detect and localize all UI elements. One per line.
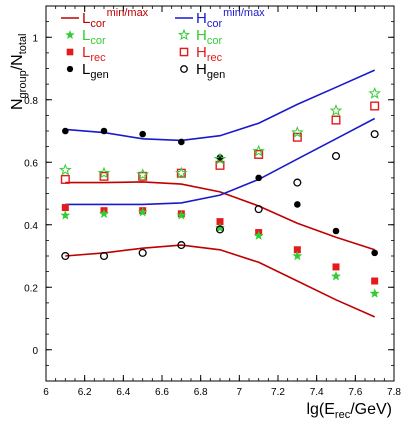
point-L_cor xyxy=(215,222,225,233)
legend-marker-L_cor xyxy=(65,30,75,39)
point-H_cor xyxy=(368,86,381,99)
x-tick-label: 6.8 xyxy=(194,387,208,398)
point-H_gen xyxy=(254,205,263,214)
point-L_rec xyxy=(216,218,224,226)
point-H_gen xyxy=(331,151,341,161)
point-H_cor xyxy=(136,168,149,181)
y-tick-label: 0.4 xyxy=(24,221,38,232)
point-H_rec xyxy=(99,171,109,181)
x-tick-label: 6 xyxy=(43,387,49,398)
point-L_rec xyxy=(293,246,301,254)
legend-label-L_cor_line: Lcormin/max xyxy=(82,7,149,30)
line-L_cor_min xyxy=(65,244,376,318)
series-markers xyxy=(59,86,381,298)
line-H_cor_max xyxy=(65,69,376,142)
y-tick-label: 0.2 xyxy=(24,283,38,294)
point-L_gen xyxy=(100,127,108,135)
point-L_cor xyxy=(137,207,148,217)
legend-marker-H_rec xyxy=(179,47,189,57)
legend-entry-L_gen: Lgen xyxy=(66,61,109,81)
legend: Lcormin/max Hcormin/max Lcor Hcor Lrec Hrec Lg… xyxy=(61,7,265,81)
legend-entry-L_cor_line: Lcormin/max xyxy=(61,7,149,30)
point-H_cor xyxy=(59,163,72,176)
x-axis-label: lg(Erec/GeV) xyxy=(306,401,392,421)
legend-marker-H_cor xyxy=(177,28,191,41)
point-L_rec xyxy=(61,204,69,212)
point-L_gen xyxy=(62,127,69,135)
point-H_gen xyxy=(177,241,186,250)
point-H_rec xyxy=(370,101,380,111)
x-tick-label: 7.4 xyxy=(310,387,324,398)
point-H_cor xyxy=(213,152,227,165)
point-H_rec xyxy=(138,171,148,181)
legend-entry-L_cor: Lcor xyxy=(65,27,106,47)
point-H_cor xyxy=(329,104,343,117)
point-L_rec xyxy=(332,263,340,271)
legend-entry-H_gen: Hgen xyxy=(180,61,225,81)
legend-marker-L_gen xyxy=(66,65,74,73)
point-L_gen xyxy=(294,201,301,208)
x-tick-label: 6.6 xyxy=(155,387,169,398)
y-tick-label: 0.8 xyxy=(24,96,38,107)
y-tick-label: 0 xyxy=(32,346,38,357)
legend-entry-H_cor: Hcor xyxy=(177,27,222,47)
point-L_cor xyxy=(369,288,380,298)
point-L_rec xyxy=(371,277,379,285)
point-H_cor xyxy=(252,144,265,157)
point-H_gen xyxy=(215,225,225,234)
x-tick-label: 6.4 xyxy=(116,387,130,398)
y-tick-label: 0.6 xyxy=(24,158,38,169)
point-L_gen xyxy=(255,174,262,182)
point-L_cor xyxy=(331,271,341,281)
point-L_gen xyxy=(371,249,378,257)
y-axis-label: Ngroup/Ntotal xyxy=(9,34,29,111)
point-H_gen xyxy=(99,251,109,261)
point-L_cor xyxy=(176,210,187,220)
legend-marker-L_rec xyxy=(66,48,74,56)
legend-label-L_rec: Lrec xyxy=(82,44,106,64)
legend-entry-H_rec: Hrec xyxy=(179,44,223,64)
point-L_gen xyxy=(178,138,185,146)
point-L_cor xyxy=(292,250,303,261)
x-tick-label: 7.2 xyxy=(271,387,285,398)
point-H_rec xyxy=(254,149,264,159)
point-L_cor xyxy=(60,210,71,220)
x-tick-label: 7 xyxy=(237,387,243,398)
legend-entry-H_cor_line: Hcormin/max xyxy=(175,7,265,30)
point-L_gen xyxy=(332,227,340,235)
y-tick-label: 1 xyxy=(32,33,38,44)
line-H_cor_min xyxy=(65,117,376,206)
line-L_cor_max xyxy=(65,181,375,251)
axis-ticks: 6 6.2 6.4 6.6 6.8 7 7.2 7.4 7.6 7.8 0 0.2 0.4 0.6 0.8 1 xyxy=(24,5,401,398)
point-L_cor xyxy=(99,208,109,218)
x-tick-label: 7.6 xyxy=(348,387,362,398)
point-H_cor xyxy=(291,125,304,139)
legend-marker-H_gen xyxy=(180,65,188,73)
point-H_gen xyxy=(138,248,147,257)
series-lines xyxy=(65,69,376,318)
legend-label-L_gen: Lgen xyxy=(82,61,109,81)
point-H_rec xyxy=(331,115,341,125)
point-H_rec xyxy=(60,174,70,184)
point-H_gen xyxy=(293,178,302,187)
point-H_gen xyxy=(61,251,70,261)
x-tick-label: 6.2 xyxy=(78,387,92,398)
legend-label-H_cor: Hcor xyxy=(196,27,222,47)
legend-entry-L_rec: Lrec xyxy=(66,44,106,64)
point-H_gen xyxy=(370,130,379,139)
x-tick-label: 7.8 xyxy=(387,387,401,398)
point-L_gen xyxy=(216,154,224,161)
legend-label-H_cor_line: Hcormin/max xyxy=(196,7,265,30)
point-L_gen xyxy=(139,130,146,138)
point-L_cor xyxy=(253,230,264,240)
legend-label-L_cor: Lcor xyxy=(82,27,106,47)
point-H_cor xyxy=(97,166,111,179)
legend-label-H_rec: Hrec xyxy=(196,44,223,64)
point-H_cor xyxy=(175,166,188,179)
point-H_rec xyxy=(292,132,302,142)
legend-label-H_gen: Hgen xyxy=(196,61,225,81)
